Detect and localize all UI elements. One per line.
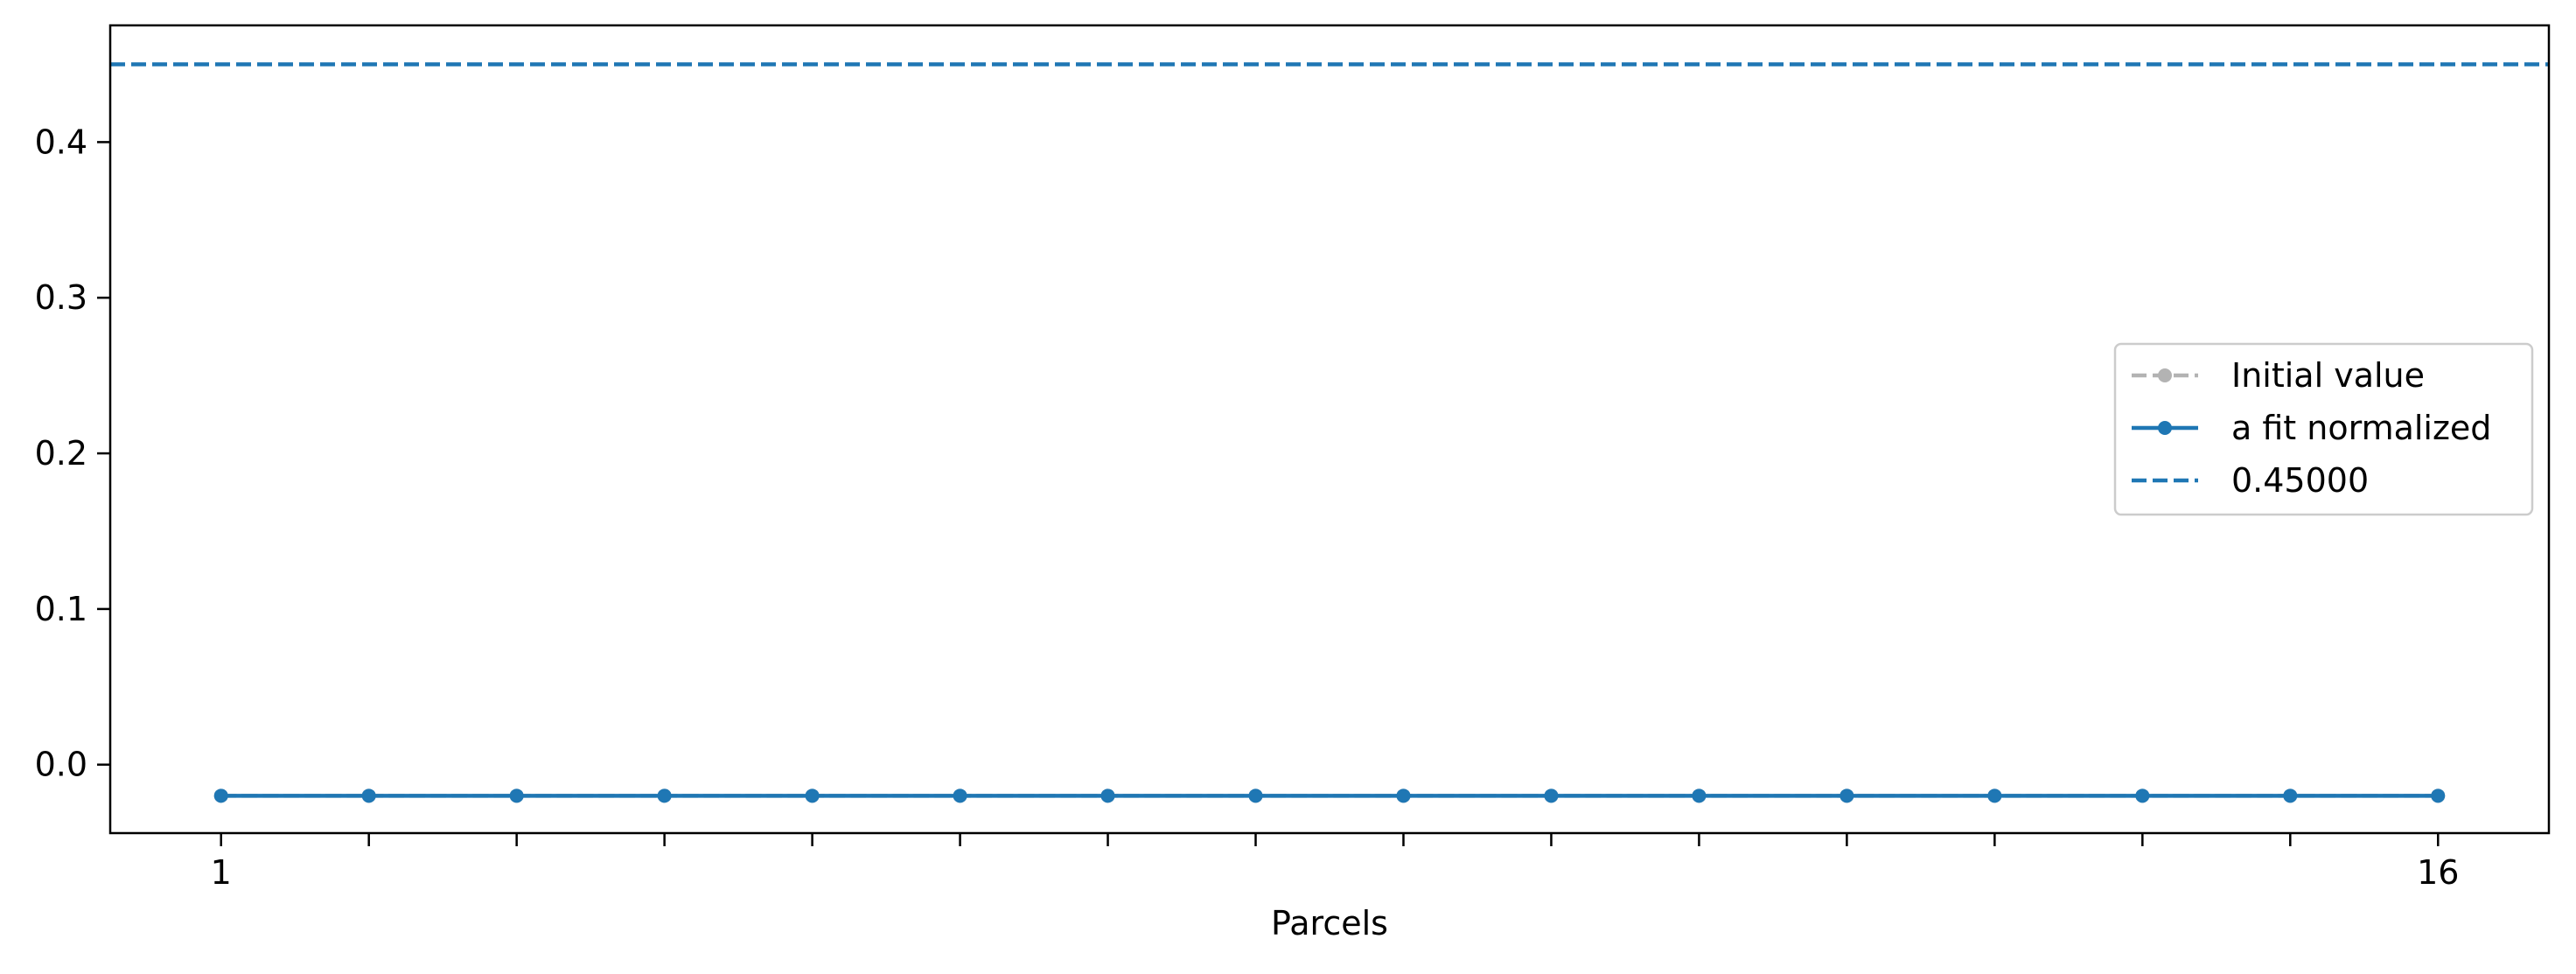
data-point-s1-11 <box>1840 788 1854 803</box>
data-point-s1-9 <box>1544 788 1559 803</box>
y-tick-label: 0.1 <box>35 590 87 628</box>
data-point-s1-5 <box>953 788 967 803</box>
y-tick-label: 0.0 <box>35 746 87 784</box>
x-axis-label: Parcels <box>1271 904 1388 942</box>
legend-frame <box>2113 342 2534 516</box>
legend-label: Initial value <box>2231 356 2425 395</box>
data-point-s1-12 <box>1987 788 2002 803</box>
data-point-s1-7 <box>1248 788 1263 803</box>
data-point-s1-4 <box>805 788 820 803</box>
x-tick-label: 1 <box>211 853 232 892</box>
axes: 1 16 0.0 0.1 0.2 0.3 0.4 <box>35 24 2551 892</box>
legend-marker-0 <box>2158 368 2172 382</box>
data-point-s1-14 <box>2283 788 2298 803</box>
x-tick-label: 16 <box>2417 853 2459 892</box>
legend-label: a fit normalized <box>2231 409 2491 447</box>
data-point-s1-1 <box>361 788 376 803</box>
data-point-s1-0 <box>213 788 228 803</box>
y-tick-label: 0.2 <box>35 434 87 473</box>
data-point-s1-6 <box>1100 788 1115 803</box>
data-point-s1-10 <box>1692 788 1707 803</box>
legend: Initial value a fit normalized 0.45000 <box>2113 342 2534 516</box>
data-point-s1-15 <box>2431 788 2446 803</box>
y-tick-label: 0.4 <box>35 123 87 161</box>
plot-area <box>110 62 2549 803</box>
data-point-s1-2 <box>509 788 524 803</box>
data-point-s1-3 <box>657 788 672 803</box>
axes-frame <box>108 24 2551 835</box>
data-point-s1-13 <box>2135 788 2150 803</box>
legend-marker-1 <box>2158 421 2172 435</box>
legend-label: 0.45000 <box>2231 461 2369 500</box>
y-tick-label: 0.3 <box>35 278 87 317</box>
data-point-s1-8 <box>1396 788 1411 803</box>
